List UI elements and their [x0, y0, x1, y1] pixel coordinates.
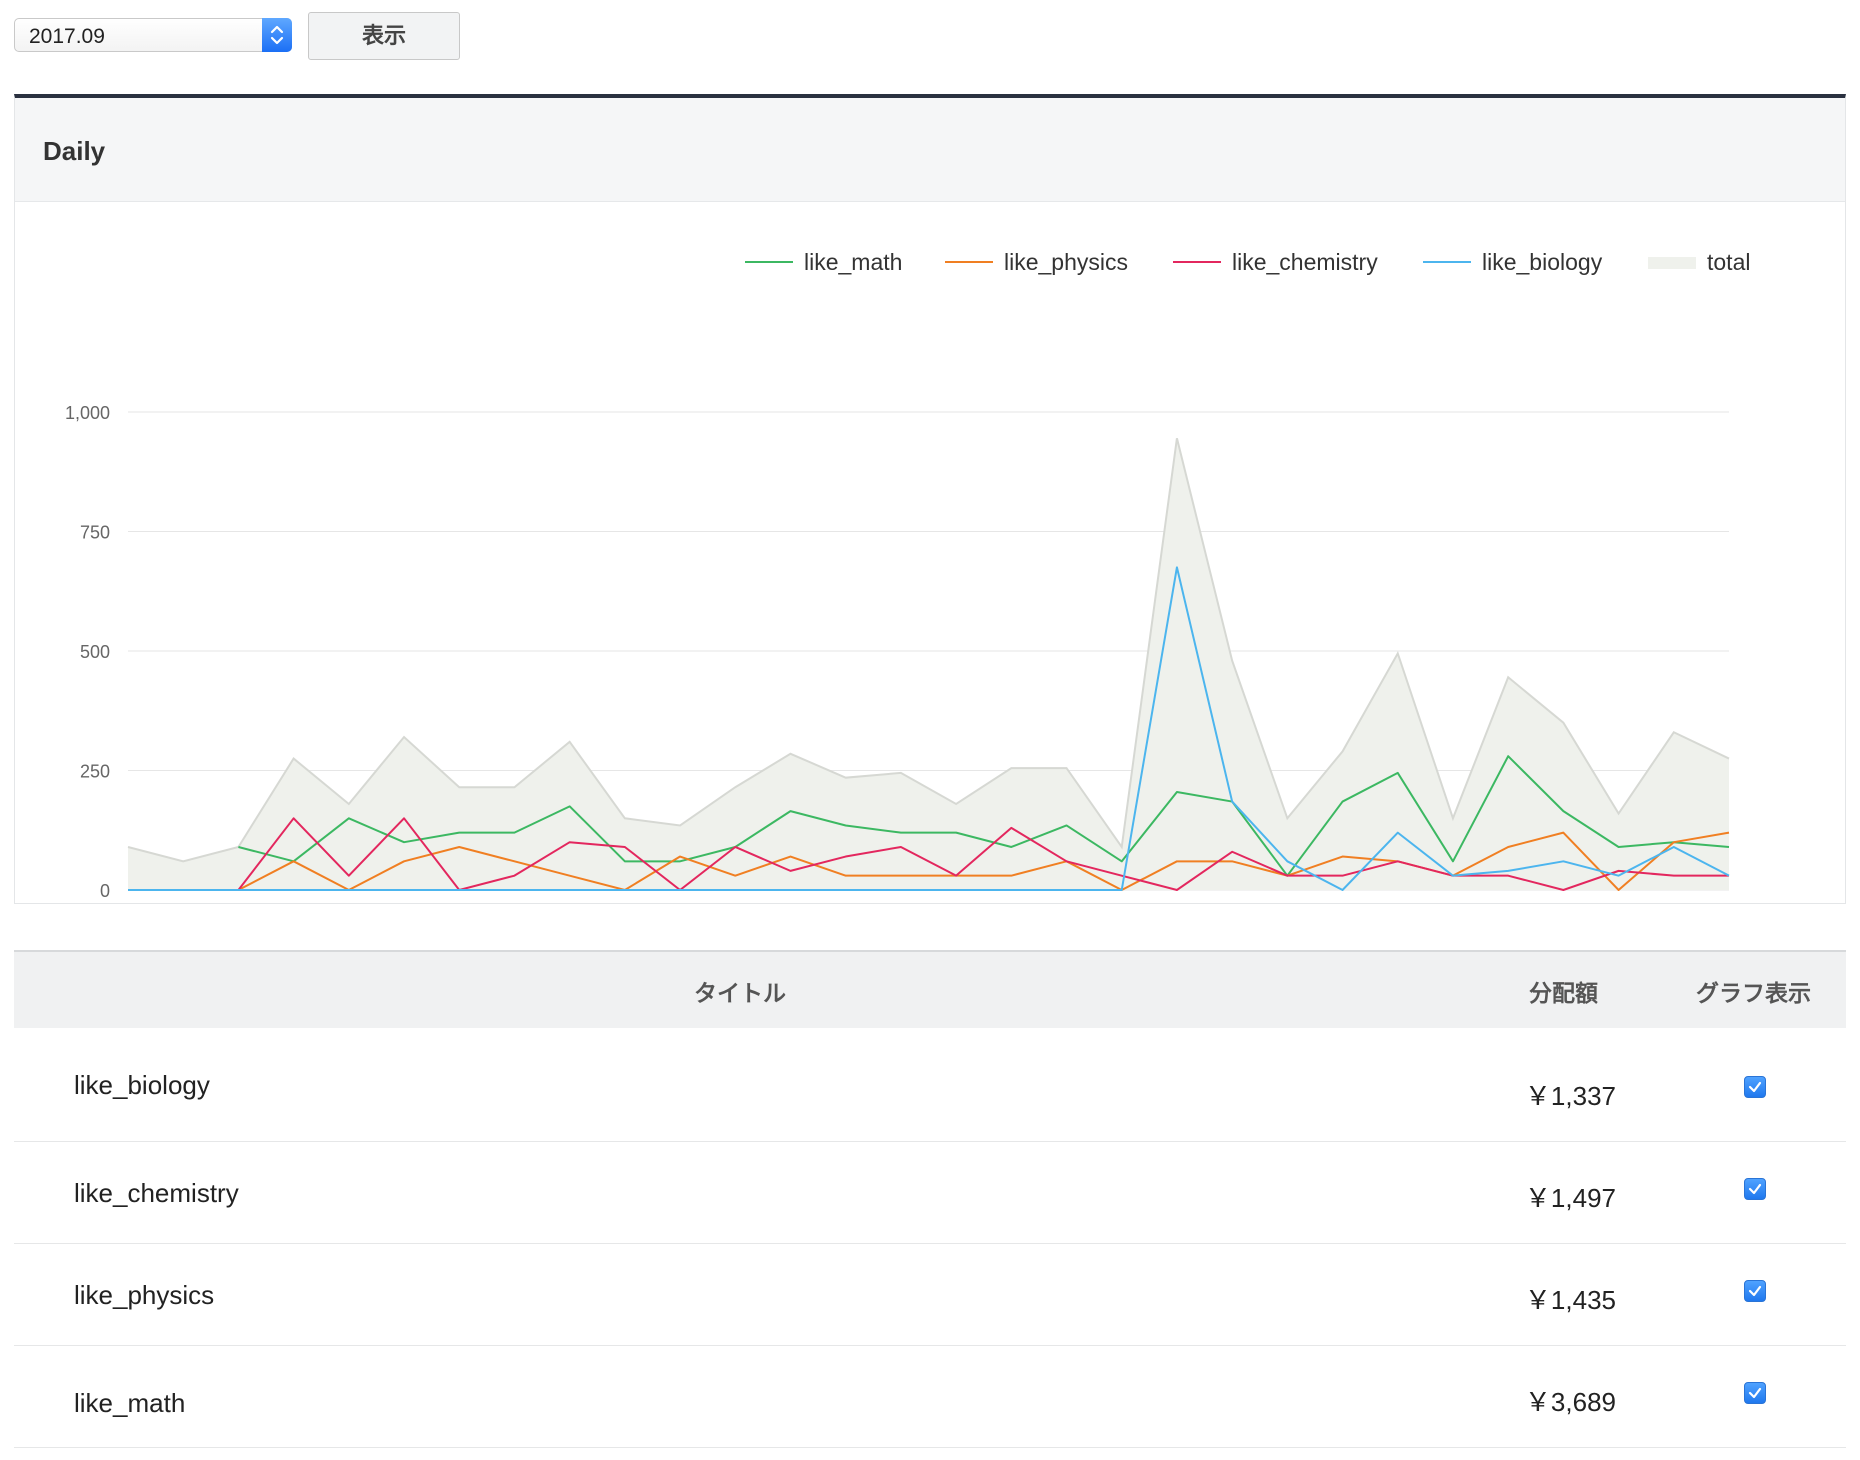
y-tick-label: 0 [100, 881, 110, 901]
panel-title: Daily [43, 136, 106, 166]
row-amount: ￥3,689 [1524, 1387, 1616, 1417]
legend-swatch [1648, 257, 1696, 269]
legend-label: like_biology [1482, 249, 1603, 275]
checkmark-icon [1748, 1183, 1762, 1195]
checkmark-icon [1748, 1285, 1762, 1297]
series-line-like_chemistry [237, 817, 1729, 891]
legend-label: total [1707, 249, 1750, 275]
month-select[interactable]: 2017.09 [14, 18, 292, 52]
panel-header: Daily [15, 98, 1845, 202]
legend-label: like_math [804, 249, 902, 275]
header-title: タイトル [694, 980, 786, 1006]
toolbar: 2017.09 表示 [14, 12, 474, 60]
legend-label: like_physics [1004, 249, 1128, 275]
row-title: like_physics [74, 1280, 215, 1310]
series-line-total [127, 438, 1730, 863]
graph-checkbox[interactable] [1744, 1280, 1766, 1302]
y-tick-label: 750 [80, 523, 110, 543]
table-row: like_physics ￥1,435 [14, 1244, 1846, 1346]
header-amount: 分配額 [1529, 980, 1598, 1006]
select-stepper-icon[interactable] [262, 18, 292, 52]
table-header: タイトル 分配額 グラフ表示 [14, 950, 1846, 1028]
checkmark-icon [1748, 1081, 1762, 1093]
row-amount: ￥1,497 [1524, 1183, 1616, 1213]
series-area-total [128, 438, 1729, 890]
checkmark-icon [1748, 1387, 1762, 1399]
row-amount: ￥1,435 [1524, 1285, 1616, 1315]
row-title: like_chemistry [74, 1178, 239, 1208]
table-row: like_biology ￥1,337 [14, 1028, 1846, 1142]
series-line-like_physics [237, 831, 1730, 891]
y-tick-label: 250 [80, 762, 110, 782]
row-amount: ￥1,337 [1524, 1081, 1616, 1111]
show-button[interactable]: 表示 [308, 12, 460, 60]
row-title: like_biology [74, 1070, 210, 1100]
distribution-table: タイトル 分配額 グラフ表示 like_biology ￥1,337 like_… [14, 950, 1846, 1448]
graph-checkbox[interactable] [1744, 1382, 1766, 1404]
month-select-value: 2017.09 [29, 25, 105, 48]
legend-label: like_chemistry [1232, 249, 1378, 275]
graph-checkbox[interactable] [1744, 1178, 1766, 1200]
series-line-like_math [238, 755, 1730, 877]
y-tick-label: 500 [80, 642, 110, 662]
y-tick-label: 1,000 [65, 403, 110, 423]
table-row: like_math ￥3,689 [14, 1346, 1846, 1448]
series-line-like_biology [128, 566, 1730, 891]
header-graph: グラフ表示 [1696, 980, 1811, 1006]
row-title: like_math [74, 1388, 186, 1418]
chevron-up-down-icon [270, 25, 284, 45]
table-row: like_chemistry ￥1,497 [14, 1142, 1846, 1244]
graph-checkbox[interactable] [1744, 1076, 1766, 1098]
